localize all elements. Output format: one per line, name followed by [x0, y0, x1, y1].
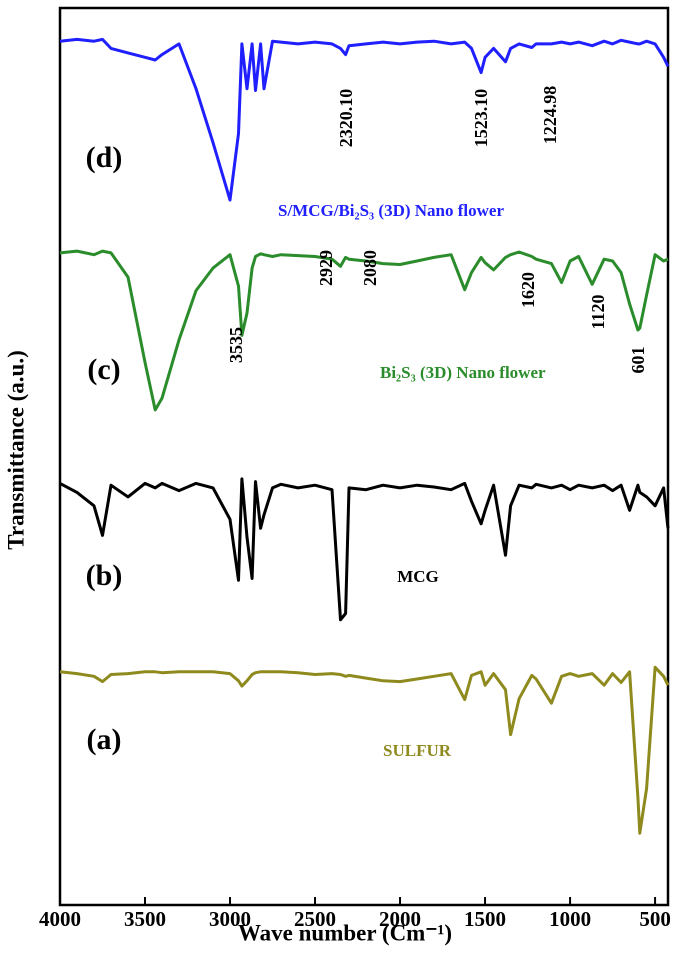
series-tag: (a) — [87, 723, 122, 756]
series-label: MCG — [397, 567, 439, 586]
x-tick-label: 500 — [639, 907, 671, 931]
series-label: Bi₂S₃ (3D) Nano flower — [380, 363, 546, 382]
peak-label: 1620 — [518, 272, 538, 308]
spectrum-line — [59, 37, 670, 202]
plot-frame — [58, 6, 670, 907]
x-axis-label: Wave number (Cm⁻¹) — [238, 920, 452, 945]
spectrum-line — [59, 477, 670, 622]
series-label: S/MCG/Bi₂S₃ (3D) Nano flower — [278, 201, 504, 220]
spectrum-line — [59, 665, 670, 835]
series-label: SULFUR — [383, 741, 452, 760]
x-tick-label: 1500 — [464, 907, 506, 931]
spectrum-line — [59, 249, 669, 412]
peak-label: 1523.10 — [471, 89, 491, 148]
x-tick-label: 2500 — [294, 907, 336, 931]
peak-label: 2320.10 — [336, 89, 356, 148]
peak-label: 601 — [628, 347, 648, 374]
peak-label: 3535 — [226, 327, 246, 363]
peak-label: 1120 — [588, 294, 608, 329]
x-tick-label: 1000 — [549, 907, 591, 931]
y-axis-label: Transmittance (a.u.) — [3, 350, 28, 550]
peak-label: 2080 — [360, 250, 380, 286]
x-tick-label: 3500 — [124, 907, 166, 931]
peak-label: 2929 — [316, 250, 336, 286]
x-tick-label: 4000 — [39, 907, 81, 931]
peak-label: 1224.98 — [540, 86, 560, 145]
x-tick-label: 3000 — [209, 907, 251, 931]
series-tag: (b) — [86, 559, 123, 592]
series-tag: (c) — [87, 353, 120, 386]
x-tick-label: 2000 — [379, 907, 421, 931]
series-tag: (d) — [86, 141, 123, 174]
